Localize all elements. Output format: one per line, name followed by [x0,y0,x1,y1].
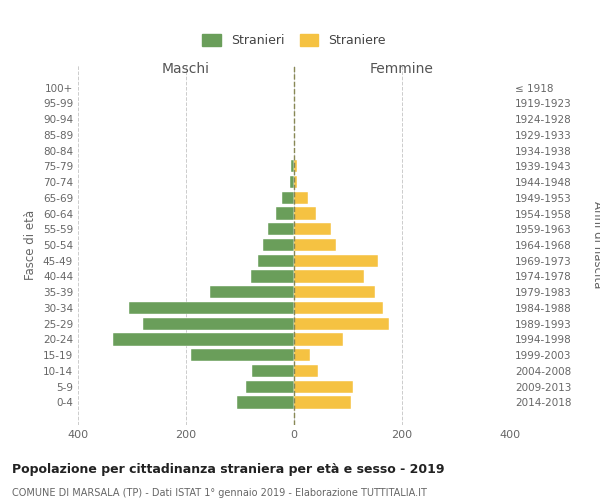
Bar [294,270,364,282]
Bar [143,318,294,330]
Legend: Stranieri, Straniere: Stranieri, Straniere [196,28,392,54]
Bar [282,192,294,204]
Bar [191,349,294,362]
Bar [238,396,294,408]
Bar [268,223,294,235]
Bar [294,176,296,188]
Bar [247,380,294,393]
Bar [294,160,296,172]
Text: COMUNE DI MARSALA (TP) - Dati ISTAT 1° gennaio 2019 - Elaborazione TUTTITALIA.IT: COMUNE DI MARSALA (TP) - Dati ISTAT 1° g… [12,488,427,498]
Bar [113,334,294,345]
Text: Popolazione per cittadinanza straniera per età e sesso - 2019: Popolazione per cittadinanza straniera p… [12,462,445,475]
Bar [294,302,383,314]
Bar [294,208,316,220]
Bar [263,239,294,251]
Bar [294,396,350,408]
Bar [292,160,294,172]
Text: Maschi: Maschi [162,62,210,76]
Bar [294,318,389,330]
Bar [275,208,294,220]
Bar [294,334,343,345]
Bar [294,286,375,298]
Bar [294,349,310,362]
Y-axis label: Fasce di età: Fasce di età [25,210,37,280]
Bar [294,380,353,393]
Bar [294,254,378,267]
Text: Femmine: Femmine [370,62,434,76]
Y-axis label: Anni di nascita: Anni di nascita [591,202,600,288]
Bar [294,192,308,204]
Bar [211,286,294,298]
Bar [251,270,294,282]
Bar [130,302,294,314]
Bar [259,254,294,267]
Bar [294,223,331,235]
Bar [294,239,336,251]
Bar [252,365,294,377]
Bar [290,176,294,188]
Bar [294,365,319,377]
